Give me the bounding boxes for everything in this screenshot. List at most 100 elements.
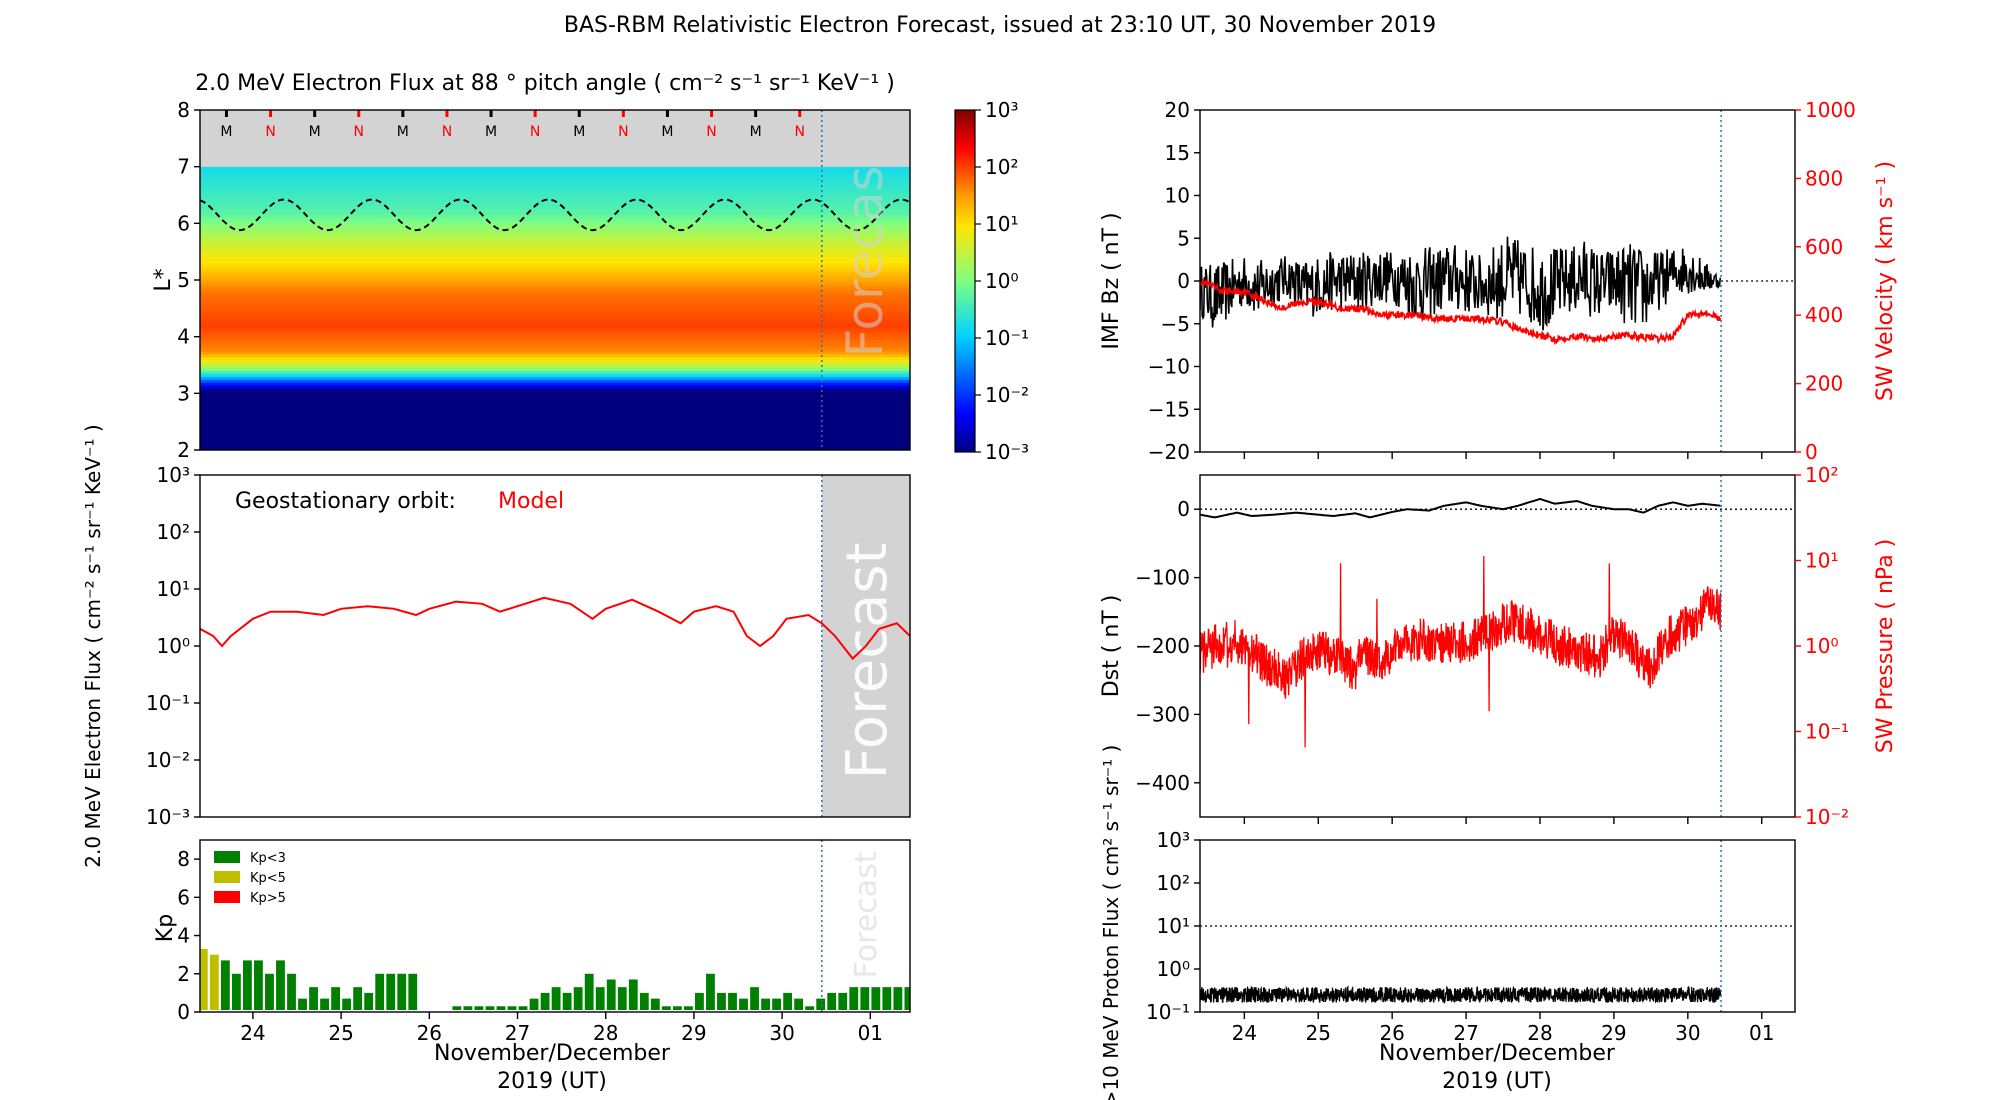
colorbar-ticks: 10⁻³ 10⁻² 10⁻¹ 10⁰ 10¹ 10² 10³ xyxy=(975,98,1029,464)
heatmap-band xyxy=(200,345,910,349)
kp-bar xyxy=(496,1006,506,1010)
heatmap-band xyxy=(200,246,910,250)
heatmap-band xyxy=(200,430,910,434)
heatmap-band xyxy=(200,217,910,222)
orbit-marker-label: M xyxy=(661,124,673,140)
heatmap-band xyxy=(200,271,910,275)
y-tick-label: 10 xyxy=(1165,184,1190,208)
heatmap-band xyxy=(200,314,910,318)
geo-label: Geostationary orbit: xyxy=(235,489,456,514)
x-tick-label: 25 xyxy=(1306,1021,1331,1045)
kp-y-ticks: 0 2 4 6 8 xyxy=(177,847,200,1024)
heatmap-band xyxy=(200,328,910,332)
heatmap-band xyxy=(200,305,910,309)
flux-map-y-ticks: 2 3 4 5 6 7 8 xyxy=(177,98,200,462)
kp-legend-swatch xyxy=(214,891,240,903)
heatmap-band xyxy=(200,299,910,304)
heatmap-band xyxy=(200,294,910,298)
kp-bar xyxy=(794,998,804,1010)
heatmap-band xyxy=(200,356,910,360)
heatmap-band xyxy=(200,348,910,352)
proton-ylabel: >10 MeV Proton Flux ( cm² s⁻¹ sr⁻¹ ) xyxy=(1099,745,1123,1100)
heatmap-band xyxy=(200,197,910,202)
y-tick-label: 0 xyxy=(177,1000,190,1024)
kp-bar xyxy=(573,987,583,1010)
y-tick-label-right: 10⁻² xyxy=(1805,805,1849,829)
kp-bar xyxy=(938,987,947,1012)
kp-bar xyxy=(320,998,329,1010)
heatmap-band xyxy=(200,410,910,414)
heatmap-band xyxy=(200,214,910,219)
kp-bar xyxy=(309,987,318,1010)
orbit-marker-label: M xyxy=(220,124,232,140)
y-tick-label: 20 xyxy=(1165,98,1190,122)
y-tick-label: 5 xyxy=(177,268,190,292)
kp-bar xyxy=(364,992,374,1010)
kp-bar xyxy=(717,992,726,1010)
forecast-watermark: Forecast xyxy=(849,851,884,978)
kp-bar xyxy=(375,973,385,1010)
y-tick-label: 10⁻² xyxy=(146,748,190,772)
y-tick-label-right: 200 xyxy=(1805,372,1843,396)
heatmap-band xyxy=(200,447,910,450)
heatmap-band xyxy=(200,435,910,440)
y-tick-label: 4 xyxy=(177,325,190,349)
geo-y-ticks: 10⁻³ 10⁻² 10⁻¹ 10⁰ 10¹ 10² 10³ xyxy=(146,463,200,829)
kp-frame xyxy=(199,839,911,1013)
y-tick-label: 10⁰ xyxy=(1157,957,1190,981)
y-tick-label: 2 xyxy=(177,438,190,462)
y-tick-label-right: 400 xyxy=(1805,303,1843,327)
heatmap-band xyxy=(200,209,910,213)
kp-bar xyxy=(882,987,892,1010)
dst-panel: −400 −300 −200 −100 0 10⁻² 10⁻¹ 10⁰ 10¹ 10² Dst … xyxy=(1099,463,1898,829)
heatmap-band xyxy=(200,291,910,295)
orbit-marker-label: M xyxy=(573,124,585,140)
left-xlabel-2: 2019 (UT) xyxy=(497,1069,607,1094)
heatmap-band xyxy=(200,243,910,247)
heatmap-band xyxy=(200,175,910,179)
kp-bar xyxy=(816,998,826,1010)
heatmap-band xyxy=(200,172,910,176)
heatmap-band xyxy=(200,336,910,341)
geo-model-label: Model xyxy=(498,489,564,514)
x-tick-label: 25 xyxy=(328,1021,353,1045)
heatmap-band xyxy=(200,427,910,431)
left-xlabel-1: November/December xyxy=(434,1041,671,1066)
heatmap-band xyxy=(200,316,910,321)
kp-bar xyxy=(639,992,649,1010)
kp-bar xyxy=(209,954,219,1010)
heatmap-band xyxy=(200,362,910,366)
heatmap-band xyxy=(200,308,910,312)
proton-x-ticks: 24 25 26 27 28 29 30 01 xyxy=(1232,1012,1774,1045)
kp-legend: Kp<3 Kp<5 Kp>5 xyxy=(214,851,286,906)
x-tick-label: 30 xyxy=(769,1021,794,1045)
y-tick-label: 15 xyxy=(1165,141,1190,165)
heatmap-band xyxy=(200,339,910,343)
imf-bz-trace xyxy=(1200,236,1722,331)
kp-bar xyxy=(904,987,910,1010)
y-tick-label: −300 xyxy=(1135,702,1190,726)
y-tick-label: −200 xyxy=(1135,634,1190,658)
colorbar-tick-label: 10⁻³ xyxy=(985,440,1029,464)
dst-x-ticks xyxy=(1243,817,1763,824)
kp-bar xyxy=(551,987,561,1010)
kp-bar xyxy=(386,973,396,1010)
geo-model-line xyxy=(200,596,910,661)
heatmap-band xyxy=(200,277,910,281)
y-tick-label-right: 10¹ xyxy=(1805,549,1838,573)
figure-title: BAS-RBM Relativistic Electron Forecast, … xyxy=(564,13,1436,38)
kp-bar xyxy=(772,998,782,1010)
magnetopause-curve xyxy=(200,198,910,232)
y-tick-label: 0 xyxy=(1177,497,1190,521)
orbit-marker-label: M xyxy=(309,124,321,140)
dst-y-ticks: −400 −300 −200 −100 0 xyxy=(1135,497,1200,795)
imf-panel: −20 −15 −10 −5 0 5 10 15 20 0 200 400 600 800 1000 IM… xyxy=(1099,98,1898,464)
heatmap-band xyxy=(200,399,910,403)
heatmap-band xyxy=(200,192,910,196)
dst-line xyxy=(1200,497,1721,519)
y-tick-label: 10² xyxy=(1157,871,1190,895)
heatmap-band xyxy=(200,311,910,315)
orbit-marker-label: N xyxy=(795,124,805,140)
orbit-marker-label: N xyxy=(354,124,364,140)
heatmap-band xyxy=(200,342,910,346)
